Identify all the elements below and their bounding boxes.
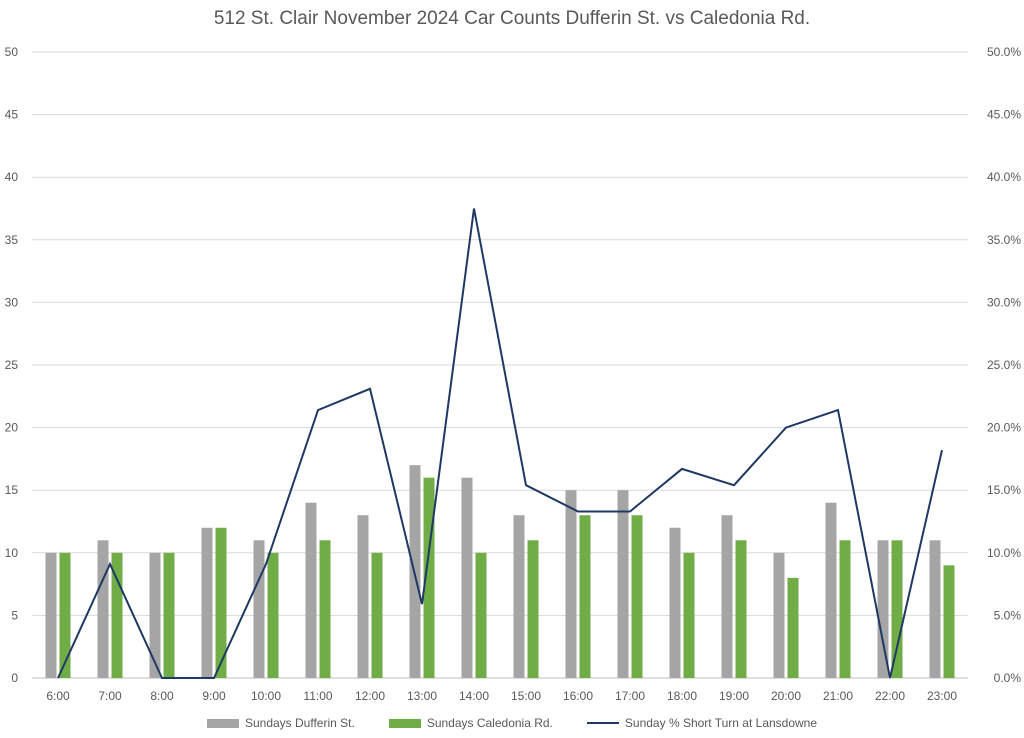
y-right-tick-label: 25.0% [987,358,1021,372]
bar-caledonia [371,552,383,678]
y-left-tick-label: 0 [11,671,18,685]
bar-caledonia [579,515,591,678]
x-tick-label: 20:00 [771,689,801,703]
y-left-tick-label: 40 [5,170,19,184]
x-tick-label: 21:00 [823,689,853,703]
legend-item-caledonia: Sundays Caledonia Rd. [388,716,553,730]
bar-caledonia [683,552,695,678]
x-tick-label: 7:00 [98,689,122,703]
y-left-tick-label: 30 [5,295,19,309]
x-tick-label: 10:00 [251,689,281,703]
bar-dufferin [565,490,577,678]
legend: Sundays Dufferin St. Sundays Caledonia R… [0,716,1024,730]
bar-dufferin [617,490,629,678]
bar-caledonia [267,552,279,678]
legend-item-short-turn: Sunday % Short Turn at Lansdowne [586,716,818,730]
legend-label-short-turn: Sunday % Short Turn at Lansdowne [624,716,818,730]
x-tick-label: 8:00 [150,689,174,703]
bar-dufferin [253,540,265,678]
y-left-tick-label: 15 [5,483,19,497]
bar-dufferin [513,515,525,678]
y-right-tick-label: 5.0% [994,608,1022,622]
bar-dufferin [929,540,941,678]
x-tick-label: 15:00 [511,689,541,703]
y-right-tick-label: 35.0% [987,233,1021,247]
x-tick-label: 13:00 [407,689,437,703]
bar-dufferin [721,515,733,678]
legend-swatch-short-turn [586,722,619,724]
legend-label-caledonia: Sundays Caledonia Rd. [426,716,553,730]
bar-caledonia [475,552,487,678]
legend-item-dufferin: Sundays Dufferin St. [206,716,355,730]
bar-dufferin [149,552,161,678]
bar-dufferin [773,552,785,678]
x-tick-label: 11:00 [303,689,332,703]
x-tick-label: 18:00 [667,689,697,703]
bar-caledonia [839,540,851,678]
y-left-tick-label: 45 [5,108,19,122]
bar-caledonia [787,577,799,678]
bar-caledonia [631,515,643,678]
x-tick-label: 16:00 [563,689,593,703]
x-tick-label: 17:00 [615,689,645,703]
y-right-tick-label: 10.0% [987,546,1021,560]
y-right-tick-label: 15.0% [987,483,1021,497]
x-tick-label: 12:00 [355,689,385,703]
y-left-tick-label: 5 [11,608,18,622]
bar-caledonia [59,552,71,678]
y-right-tick-label: 30.0% [987,295,1021,309]
chart-title: 512 St. Clair November 2024 Car Counts D… [213,8,811,29]
bar-dufferin [305,502,317,678]
bar-dufferin [357,515,369,678]
y-left-tick-label: 35 [5,233,19,247]
y-right-tick-label: 50.0% [987,45,1021,59]
x-tick-label: 23:00 [927,689,957,703]
bar-caledonia [215,527,227,678]
bar-caledonia [319,540,331,678]
bar-dufferin [201,527,213,678]
bar-caledonia [163,552,175,678]
bar-dufferin [825,502,837,678]
bar-caledonia [943,565,955,678]
bar-dufferin [669,527,681,678]
bar-dufferin [461,477,473,678]
y-right-tick-label: 45.0% [987,108,1021,122]
bar-dufferin [877,540,889,678]
bar-caledonia [735,540,747,678]
bar-caledonia [423,477,435,678]
bar-caledonia [111,552,123,678]
y-right-tick-label: 40.0% [987,170,1021,184]
x-tick-label: 22:00 [875,689,905,703]
bar-caledonia [891,540,903,678]
y-left-tick-label: 50 [5,45,19,59]
y-right-tick-label: 20.0% [987,421,1021,435]
legend-swatch-dufferin [206,718,239,728]
y-right-tick-label: 0.0% [994,671,1022,685]
bar-dufferin [45,552,57,678]
bar-caledonia [527,540,539,678]
y-left-tick-label: 25 [5,358,19,372]
x-tick-label: 14:00 [459,689,489,703]
y-left-tick-label: 10 [5,546,19,560]
line-short-turn [57,208,943,679]
x-tick-label: 9:00 [202,689,226,703]
x-tick-label: 6:00 [46,689,70,703]
x-tick-label: 19:00 [719,689,749,703]
bar-dufferin [97,540,109,678]
legend-label-dufferin: Sundays Dufferin St. [244,716,355,730]
y-left-tick-label: 20 [5,421,19,435]
legend-swatch-caledonia [388,718,421,728]
